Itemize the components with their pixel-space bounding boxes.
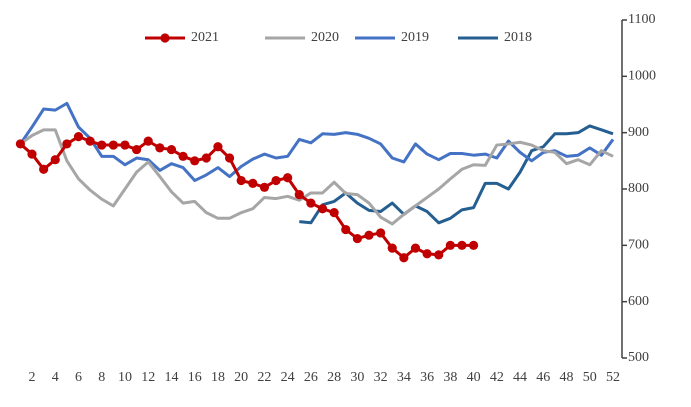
series-line [19,101,615,183]
series-marker [306,198,316,208]
x-tick-label: 52 [606,370,620,385]
series-marker [317,204,328,214]
x-tick-label: 8 [98,370,105,385]
x-tick-label: 32 [374,370,388,385]
series-marker [376,228,386,238]
x-tick-label: 38 [443,370,457,385]
y-tick-label: 600 [628,294,649,309]
series-marker [224,153,235,163]
series-marker [352,233,362,244]
series-marker [120,140,130,150]
legend-label: 2020 [311,30,339,45]
series-marker [341,224,351,235]
series-marker [468,240,479,250]
x-tick-label: 30 [350,370,364,385]
series-marker [27,149,37,159]
x-tick-label: 28 [327,370,341,385]
series-marker [329,208,339,218]
series-marker [422,249,432,259]
series-line [19,128,614,226]
series-marker [15,139,25,149]
x-tick-label: 48 [560,370,574,385]
series-marker [387,243,397,253]
x-tick-label: 44 [513,370,527,385]
series-marker [190,156,200,166]
x-tick-label: 10 [118,370,132,385]
series-marker [213,142,223,152]
x-tick-label: 20 [234,370,248,385]
series-marker [39,164,49,174]
series-marker [445,240,455,250]
series-marker [248,178,258,188]
legend-label: 2018 [504,30,532,45]
x-tick-label: 50 [583,370,597,385]
series-marker [410,243,421,253]
x-tick-label: 2 [29,370,36,385]
x-tick-label: 6 [75,370,82,385]
x-tick-label: 34 [397,370,411,385]
series-marker [85,136,95,146]
x-tick-label: 22 [257,370,271,385]
series-marker [155,143,165,153]
legend-label: 2019 [401,30,429,45]
series-marker [236,175,246,186]
series-marker [97,140,107,150]
series-marker [166,144,177,155]
series-marker [178,151,188,161]
series-marker [259,182,270,192]
series-line [19,135,474,260]
series-marker [132,144,142,155]
x-tick-label: 42 [490,370,504,385]
series-marker [283,173,293,183]
legend-marker [160,33,170,43]
x-tick-label: 24 [281,370,295,385]
y-tick-label: 900 [628,125,649,140]
x-tick-label: 12 [141,370,155,385]
series-marker [62,139,72,149]
x-tick-label: 16 [188,370,202,385]
y-tick-label: 700 [628,238,649,253]
x-tick-label: 40 [467,370,481,385]
series-marker [73,132,84,142]
series-marker [294,190,304,200]
series-marker [143,136,153,146]
x-tick-label: 26 [304,370,318,385]
x-tick-label: 14 [164,370,178,385]
y-tick-label: 1000 [628,69,656,84]
series-marker [399,253,409,263]
y-tick-label: 1100 [628,12,655,27]
x-tick-label: 18 [211,370,225,385]
series-marker [271,175,281,186]
x-tick-label: 46 [536,370,550,385]
series-marker [364,230,374,240]
y-tick-label: 800 [628,181,649,196]
y-tick-label: 500 [628,350,649,365]
series-line [299,124,614,225]
series-marker [457,240,467,250]
series-marker [201,153,211,163]
x-tick-label: 4 [52,370,59,385]
series-marker [434,250,444,260]
series-marker [108,140,118,150]
x-tick-label: 36 [420,370,434,385]
series-marker [50,155,60,165]
legend-label: 2021 [191,30,219,45]
